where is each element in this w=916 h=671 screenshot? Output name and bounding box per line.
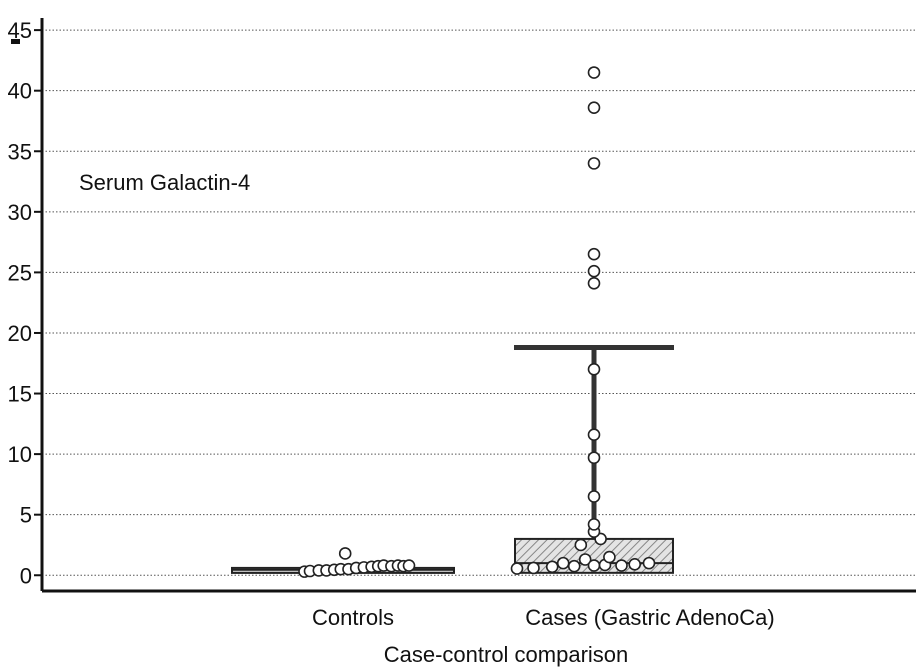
y-tick-label: 10 <box>8 442 32 467</box>
data-point <box>587 518 601 531</box>
y-tick-label: 45 <box>8 18 32 43</box>
y-tick-label: 5 <box>20 503 32 528</box>
data-point <box>587 451 601 465</box>
y-axis-top-marker <box>11 39 20 44</box>
data-point <box>587 157 601 170</box>
x-axis-title: Case-control comparison <box>384 642 629 667</box>
data-point <box>587 559 601 572</box>
data-point <box>628 558 642 571</box>
data-point <box>578 553 592 566</box>
data-point <box>587 264 601 278</box>
data-point <box>587 490 601 503</box>
y-tick-label: 0 <box>20 563 32 588</box>
y-axis-ticks: 0 5 10 15 20 25 30 35 40 45 <box>8 18 42 588</box>
category-labels: Controls Cases (Gastric AdenoCa) <box>312 605 775 630</box>
y-tick-label: 40 <box>8 79 32 104</box>
y-tick-label: 30 <box>8 200 32 225</box>
data-point <box>603 550 616 564</box>
y-tick-label: 20 <box>8 321 32 346</box>
y-tick-label: 15 <box>8 382 32 407</box>
data-point <box>556 556 570 570</box>
data-point <box>574 538 588 552</box>
x-category-label: Controls <box>312 605 394 630</box>
data-point <box>587 277 601 290</box>
chart-annotation: Serum Galactin-4 <box>79 170 250 195</box>
data-point <box>587 247 601 261</box>
data-point <box>527 561 540 575</box>
data-point <box>567 559 581 573</box>
data-point <box>338 547 352 560</box>
data-point <box>587 66 601 79</box>
grid-lines <box>42 29 916 576</box>
boxes <box>231 345 674 574</box>
data-point <box>587 101 601 114</box>
y-tick-label: 25 <box>8 260 32 285</box>
data-point <box>545 560 559 574</box>
data-point <box>510 562 524 575</box>
x-category-label: Cases (Gastric AdenoCa) <box>525 605 774 630</box>
data-point <box>642 556 656 570</box>
data-point <box>402 559 416 572</box>
data-point <box>615 559 628 572</box>
y-tick-label: 35 <box>8 139 32 164</box>
data-points <box>298 66 656 578</box>
data-point <box>587 428 601 442</box>
data-point <box>587 363 601 376</box>
